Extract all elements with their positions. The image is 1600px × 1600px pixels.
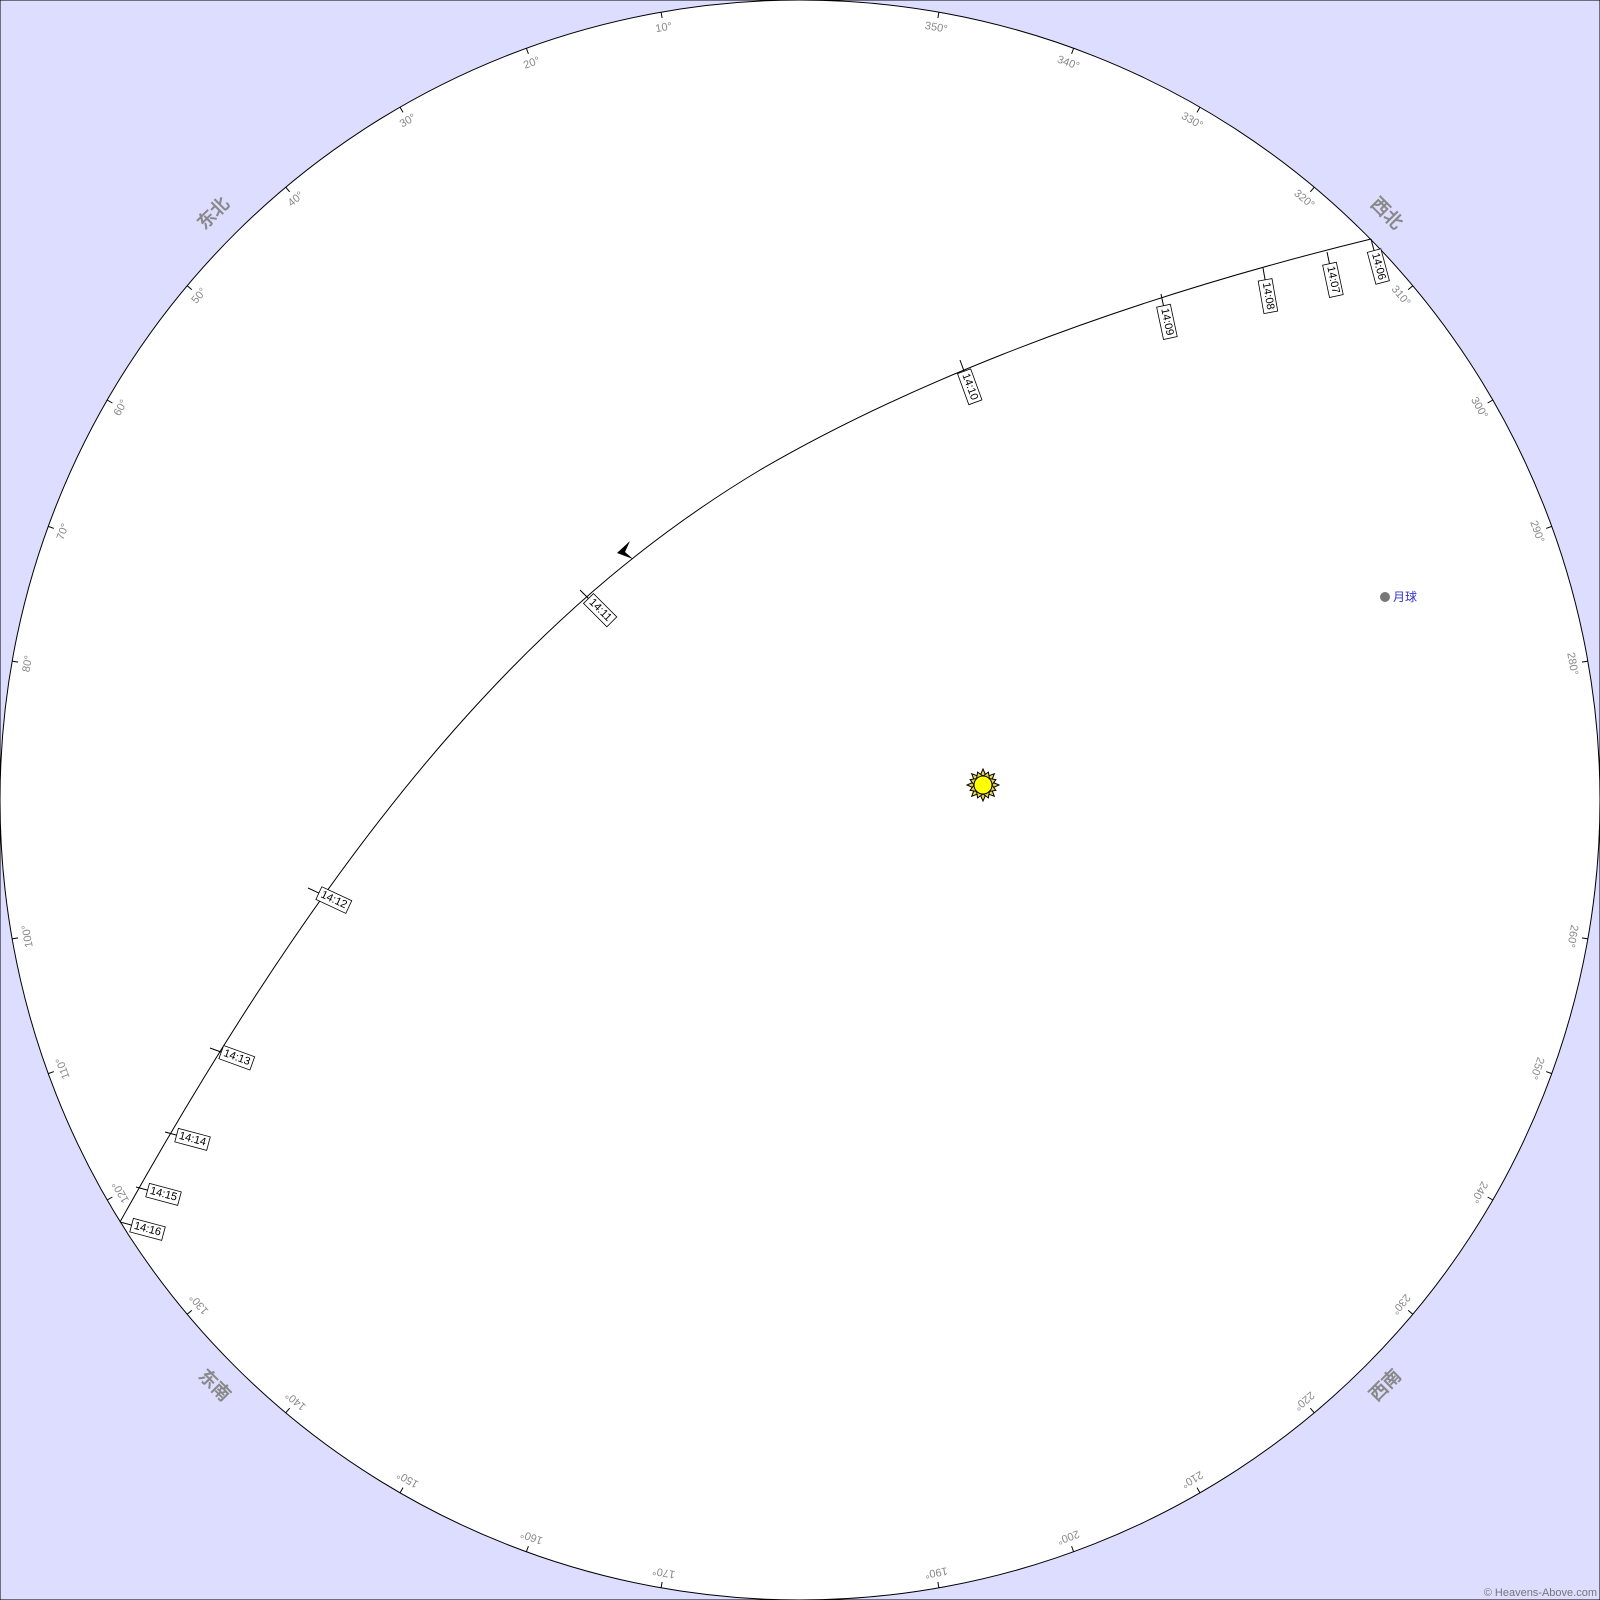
degree-tick <box>937 1581 940 1588</box>
time-tick <box>209 1047 222 1053</box>
time-label-box: 14:08 <box>1257 278 1279 314</box>
degree-tick <box>399 106 404 113</box>
time-tick <box>959 359 965 372</box>
copyright: © Heavens-Above.com <box>1484 1587 1597 1599</box>
degree-tick <box>660 1581 663 1588</box>
degree-label: 170° <box>652 1564 677 1580</box>
time-tick <box>1326 251 1330 264</box>
degree-tick <box>1487 1196 1494 1201</box>
degree-tick <box>1407 1309 1414 1315</box>
degree-tick <box>1581 937 1588 940</box>
degree-tick <box>660 12 663 19</box>
degree-tick <box>1196 1487 1201 1494</box>
sun-disc-icon <box>973 775 993 795</box>
degree-tick <box>106 1196 113 1201</box>
time-label: 14:08 <box>1260 281 1277 310</box>
time-label-box: 14:07 <box>1322 261 1344 298</box>
time-label-frame <box>1322 261 1344 298</box>
degree-tick <box>12 660 19 663</box>
time-marks: 14:0614:0714:0814:0914:1014:1114:1214:13… <box>119 238 1390 1241</box>
degree-label: 190° <box>924 1564 949 1580</box>
time-label-frame <box>315 886 353 914</box>
time-label-box: 14:15 <box>145 1182 182 1206</box>
time-label-frame <box>1156 303 1178 340</box>
degree-tick <box>1309 186 1315 193</box>
time-label-box: 14:06 <box>1366 248 1390 285</box>
time-label-frame <box>218 1045 256 1071</box>
degree-ticks <box>12 12 1588 1588</box>
degree-tick <box>12 937 19 940</box>
degree-tick <box>1407 285 1414 291</box>
degree-label: 260° <box>1564 924 1580 949</box>
degree-tick <box>1196 106 1201 113</box>
time-label: 14:09 <box>1158 307 1175 336</box>
degree-label: 10° <box>655 20 673 35</box>
degree-tick <box>525 1545 529 1552</box>
time-label-box: 14:14 <box>174 1127 211 1151</box>
time-label-frame <box>1257 278 1279 314</box>
time-label-frame <box>145 1182 182 1206</box>
time-tick <box>135 1186 148 1191</box>
sun-icon <box>965 767 1001 803</box>
time-label-frame <box>129 1217 166 1241</box>
degree-tick <box>48 525 55 529</box>
time-tick <box>579 589 589 599</box>
time-tick <box>307 887 320 894</box>
degree-label: 350° <box>924 20 949 36</box>
time-tick <box>1160 293 1164 306</box>
degree-label: 100° <box>20 924 36 949</box>
degree-tick <box>48 1071 55 1075</box>
degree-tick <box>106 399 113 404</box>
degree-tick <box>285 186 291 193</box>
time-label: 14:07 <box>1324 265 1341 294</box>
time-label-frame <box>957 368 983 406</box>
degree-label: 70° <box>55 522 72 542</box>
degree-tick <box>399 1487 404 1494</box>
time-label-box: 14:09 <box>1156 303 1178 340</box>
degree-tick <box>1487 399 1494 404</box>
degree-label: 280° <box>1564 652 1580 677</box>
degree-tick <box>1071 1545 1075 1552</box>
degree-tick <box>1581 660 1588 663</box>
time-tick <box>1262 267 1266 280</box>
degree-tick <box>525 48 529 55</box>
time-label-box: 14:16 <box>129 1217 166 1241</box>
degree-tick <box>937 12 940 19</box>
time-label-frame <box>174 1127 211 1151</box>
moon-label: 月球 <box>1393 590 1417 604</box>
time-tick <box>1370 238 1375 251</box>
degree-tick <box>1071 48 1075 55</box>
degree-tick <box>1309 1407 1315 1414</box>
direction-arrow-icon <box>617 541 633 559</box>
time-tick <box>164 1131 177 1136</box>
moon-dot-icon <box>1380 592 1390 602</box>
degree-label: 80° <box>20 655 35 673</box>
time-label-frame <box>582 592 618 628</box>
degree-tick <box>186 285 193 291</box>
time-tick <box>119 1221 132 1226</box>
degree-tick <box>1545 525 1552 529</box>
time-label-frame <box>1366 248 1390 285</box>
degree-tick <box>186 1309 193 1315</box>
degree-tick <box>285 1407 291 1414</box>
degree-tick <box>1545 1071 1552 1075</box>
degree-label: 20° <box>522 55 542 72</box>
